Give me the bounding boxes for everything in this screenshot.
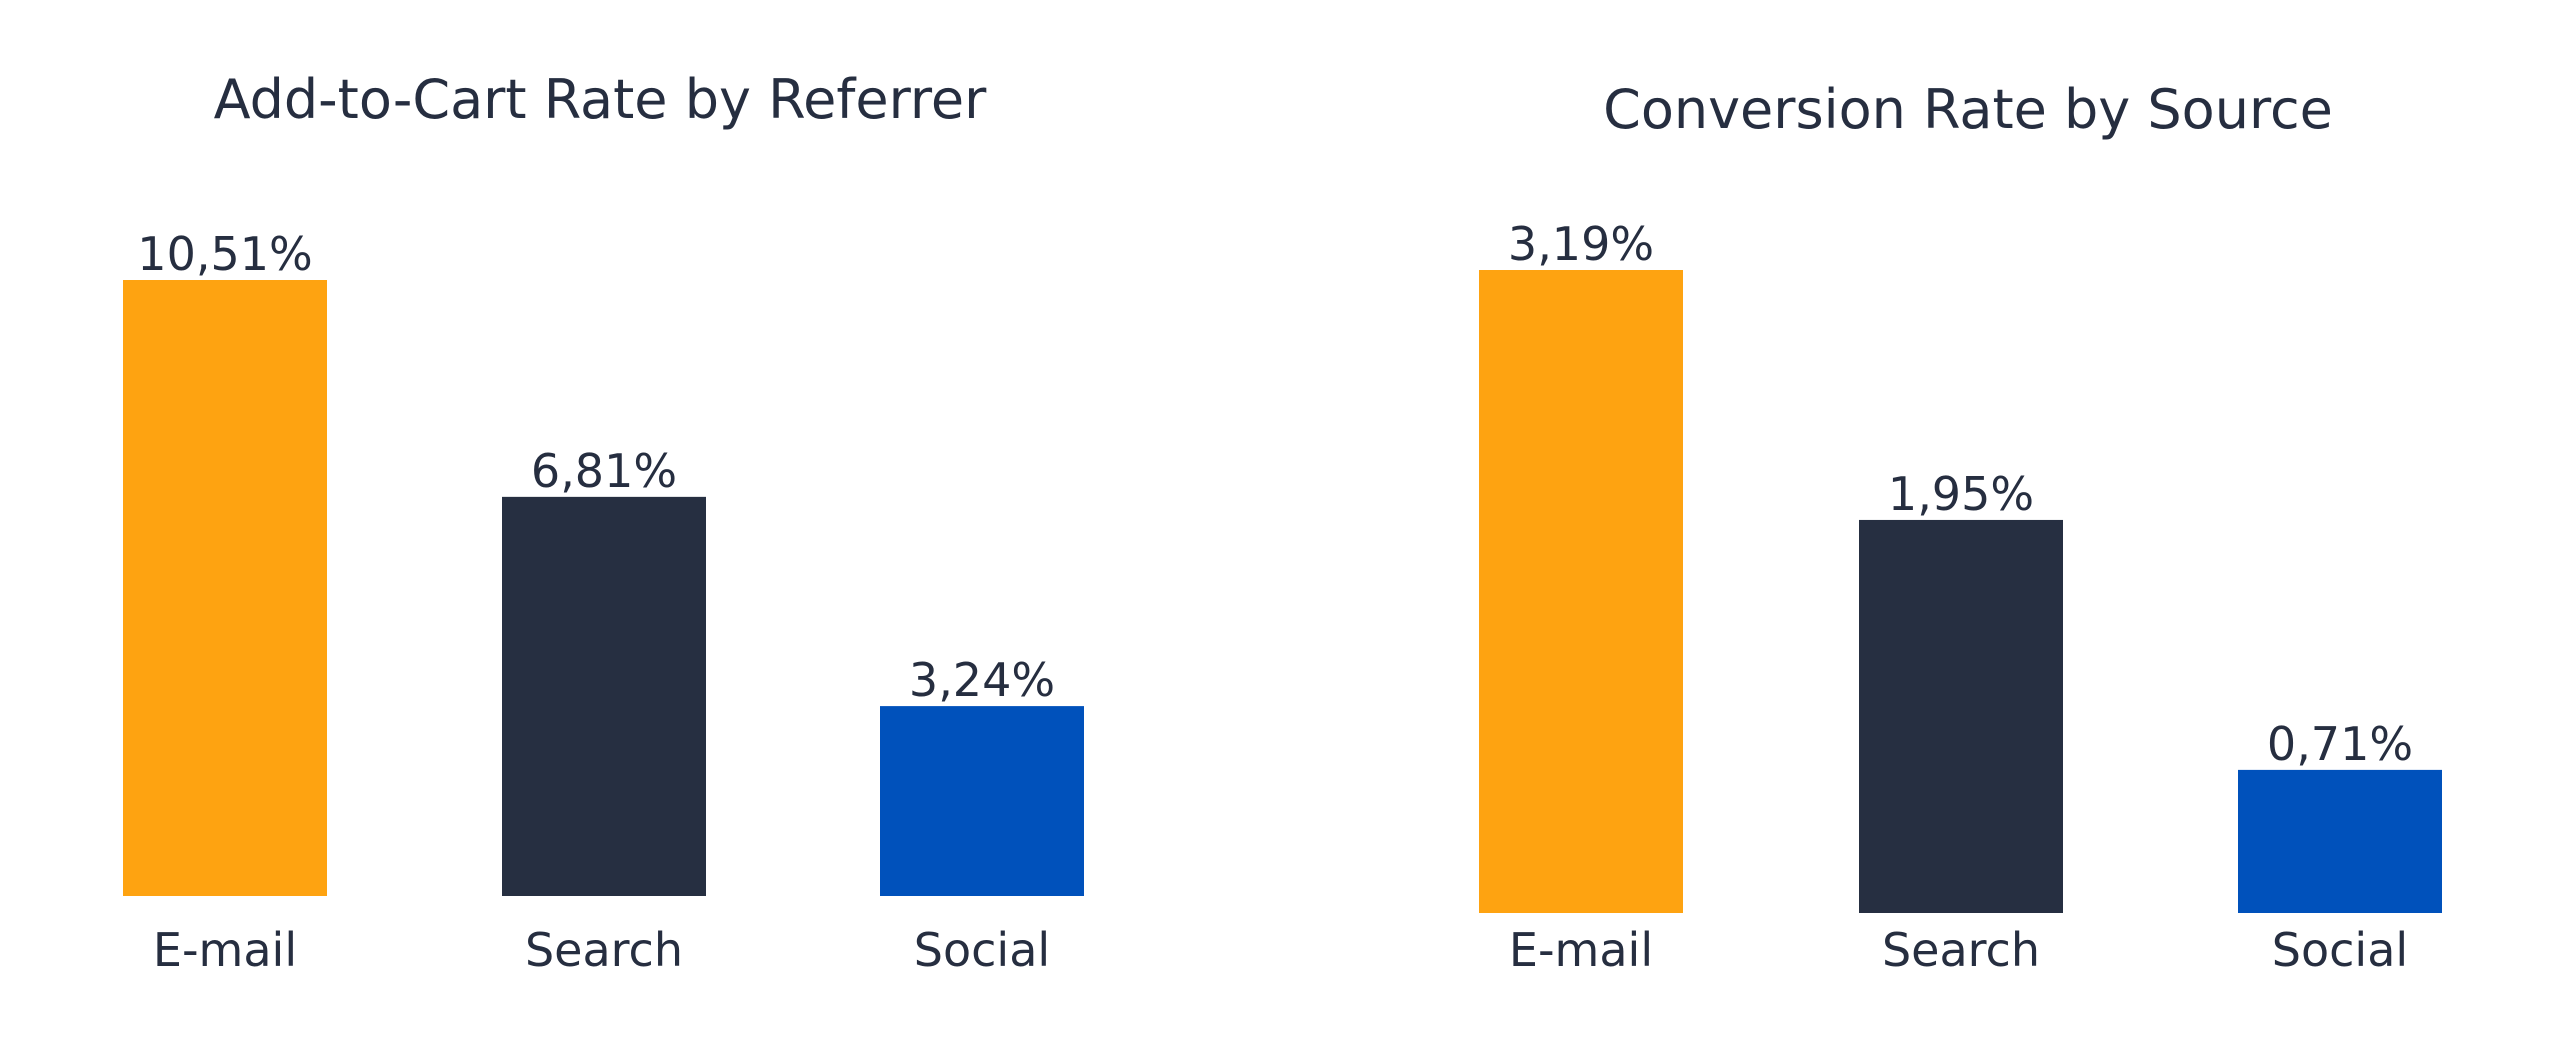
- chart-title: Conversion Rate by Source: [1603, 78, 2333, 141]
- data-label-email: 3,19%: [1508, 217, 1654, 271]
- bar-search: [1859, 519, 2063, 913]
- add-to-cart-chart: Add-to-Cart Rate by Referrer 10,51% E-mai…: [123, 68, 1084, 977]
- bar-search: [502, 496, 706, 896]
- data-label-search: 6,81%: [531, 444, 677, 498]
- category-label-email: E-mail: [153, 923, 297, 977]
- conversion-rate-chart: Conversion Rate by Source 3,19% E-mail 1,9…: [1479, 78, 2442, 977]
- data-label-email: 10,51%: [137, 227, 312, 281]
- bar-email: [1479, 270, 1683, 913]
- data-label-search: 1,95%: [1888, 467, 2034, 521]
- category-label-social: Social: [914, 923, 1050, 977]
- chart-title: Add-to-Cart Rate by Referrer: [214, 68, 987, 131]
- bar-email: [123, 280, 327, 896]
- category-label-search: Search: [1882, 923, 2040, 977]
- data-label-social: 3,24%: [909, 653, 1055, 707]
- bar-social: [880, 706, 1084, 896]
- category-label-email: E-mail: [1509, 923, 1653, 977]
- category-label-search: Search: [525, 923, 683, 977]
- category-label-social: Social: [2272, 923, 2408, 977]
- data-label-social: 0,71%: [2267, 717, 2413, 771]
- bar-social: [2238, 769, 2442, 913]
